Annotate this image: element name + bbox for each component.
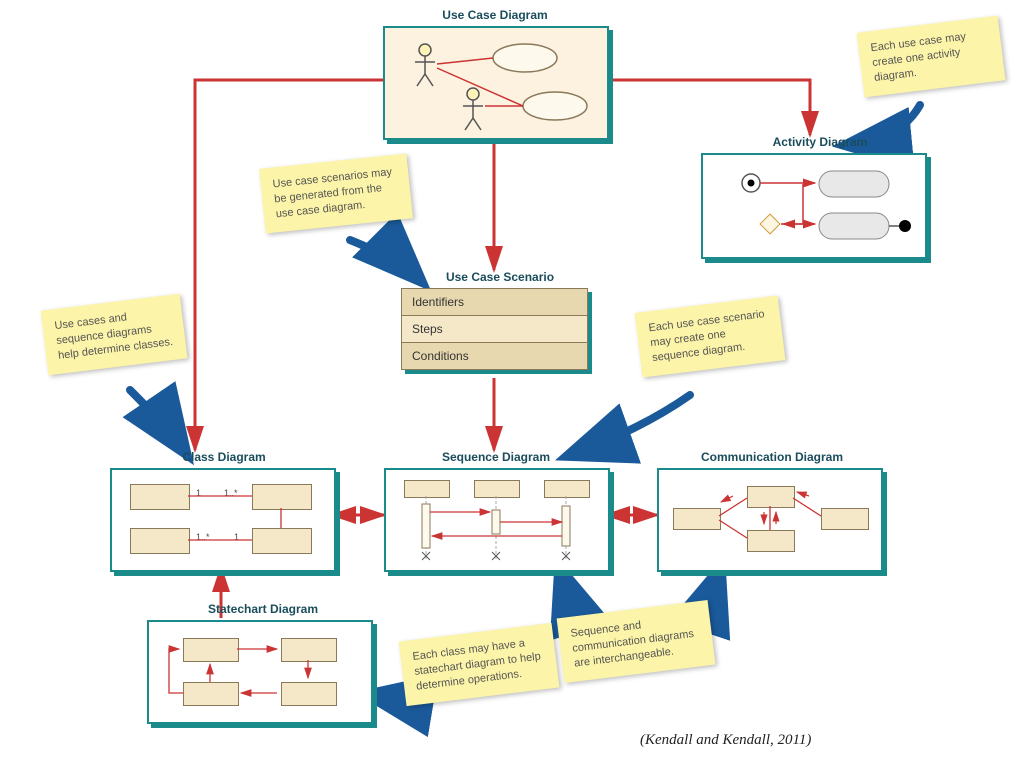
scenario-row-1: Steps — [402, 316, 587, 343]
sticky-note-2: Each use case scenario may create one se… — [635, 295, 786, 377]
use-case-panel — [383, 26, 609, 140]
sticky-note-4: Sequence and communication diagrams are … — [557, 600, 716, 683]
sequence-title: Sequence Diagram — [436, 450, 556, 464]
sticky-note-0: Each use case may create one activity di… — [857, 16, 1006, 97]
scenario-title: Use Case Scenario — [440, 270, 560, 284]
class-panel: 1 1..* 1..* 1 — [110, 468, 336, 572]
scenario-row-2: Conditions — [402, 343, 587, 369]
use-case-title: Use Case Diagram — [420, 8, 570, 22]
scenario-row-0: Identifiers — [402, 289, 587, 316]
sequence-panel — [384, 468, 610, 572]
communication-title: Communication Diagram — [692, 450, 852, 464]
diagram-canvas: Use Case Diagram Activity Diagram — [0, 0, 1024, 768]
statechart-title: Statechart Diagram — [198, 602, 328, 616]
scenario-panel: Identifiers Steps Conditions — [401, 288, 588, 370]
communication-panel — [657, 468, 883, 572]
sticky-note-3: Use cases and sequence diagrams help det… — [41, 294, 188, 375]
class-title: Class Diagram — [174, 450, 274, 464]
sticky-note-1: Use case scenarios may be generated from… — [259, 153, 413, 233]
activity-panel — [701, 153, 927, 259]
activity-title: Activity Diagram — [755, 135, 885, 149]
statechart-panel — [147, 620, 373, 724]
citation: (Kendall and Kendall, 2011) — [640, 732, 811, 749]
sticky-note-5: Each class may have a statechart diagram… — [399, 623, 560, 706]
